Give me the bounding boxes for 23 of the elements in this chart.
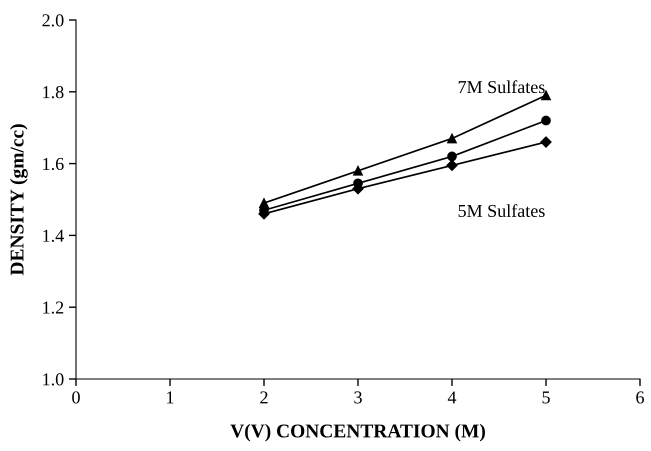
series-label: 5M Sulfates — [458, 204, 545, 217]
y-tick-label: 1.8 — [43, 86, 64, 98]
x-tick-label: 2 — [260, 391, 268, 404]
point — [447, 152, 457, 162]
x-tick-label: 0 — [72, 391, 80, 404]
x-axis-title: V(V) CONCENTRATION (M) — [230, 424, 485, 442]
point — [540, 136, 552, 148]
x-tick-label: 4 — [448, 391, 456, 404]
x-tick-label: 1 — [167, 391, 174, 404]
y-tick-label: 1.0 — [43, 373, 64, 386]
series-label: 7M Sulfates — [458, 80, 545, 94]
y-tick-label: 1.4 — [43, 230, 64, 242]
y-tick-label: 1.2 — [43, 302, 64, 314]
point — [353, 166, 363, 176]
y-tick-label: 1.6 — [43, 158, 64, 170]
y-axis-title: DENSITY (gm/cc) — [10, 124, 28, 276]
point — [447, 134, 457, 144]
point — [446, 160, 458, 171]
x-tick-label: 5 — [542, 392, 550, 404]
point — [541, 116, 551, 126]
y-tick-label: 2.0 — [42, 14, 64, 27]
x-tick-label: 6 — [636, 391, 644, 404]
x-tick-label: 3 — [354, 391, 362, 404]
